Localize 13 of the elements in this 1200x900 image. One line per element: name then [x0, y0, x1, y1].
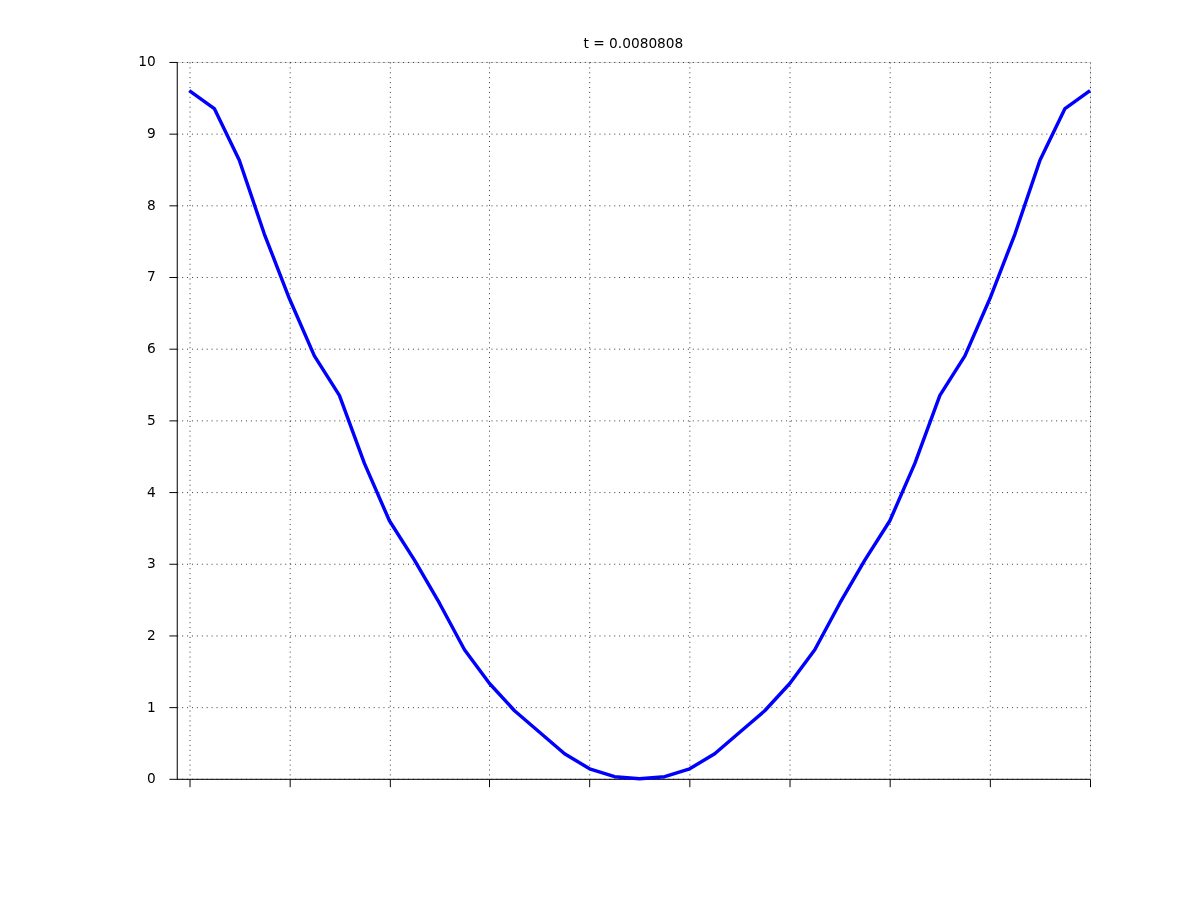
- y-tick-label: 2: [146, 626, 156, 643]
- y-tick-label: 6: [146, 340, 156, 357]
- chart-title: t = 0.0080808: [583, 35, 684, 52]
- y-tick-label: 10: [138, 53, 156, 70]
- y-tick-label: 4: [146, 483, 156, 500]
- y-tick-label: 0: [146, 770, 156, 787]
- y-tick-label: 5: [146, 411, 156, 428]
- y-tick-label: 3: [146, 555, 156, 572]
- line-series: [187, 88, 1092, 781]
- y-tick-label: 9: [146, 125, 156, 142]
- y-tick-label: 7: [146, 268, 156, 285]
- y-tick-label: 8: [146, 196, 156, 213]
- y-tick-label: 1: [146, 698, 156, 715]
